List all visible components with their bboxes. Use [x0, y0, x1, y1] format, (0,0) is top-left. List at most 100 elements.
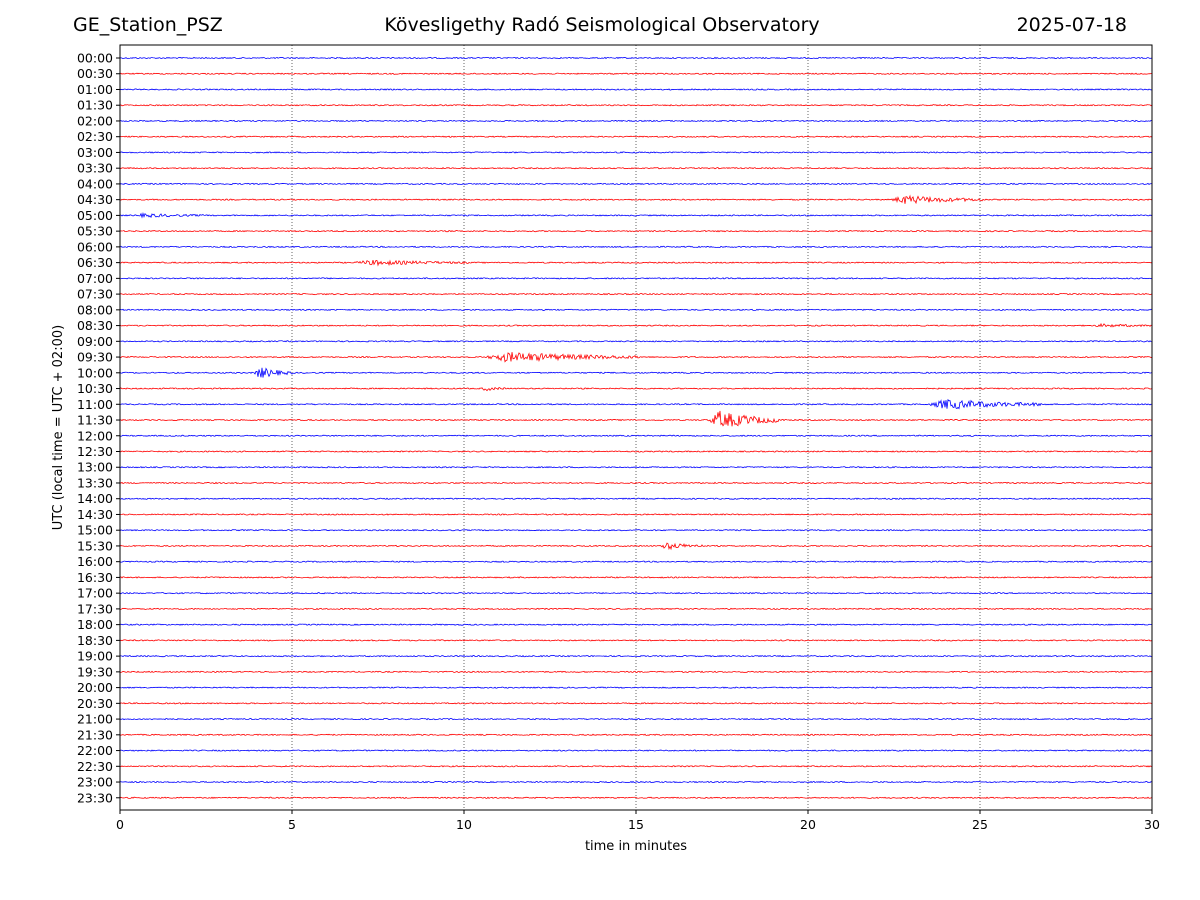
y-tick-label: 17:00 — [77, 586, 113, 601]
y-tick-label: 20:30 — [77, 696, 113, 711]
y-tick-label: 02:00 — [77, 113, 113, 128]
trace-1700 — [119, 592, 1153, 595]
y-tick-label: 13:00 — [77, 460, 113, 475]
trace-1830 — [119, 639, 1153, 642]
y-tick-label: 17:30 — [77, 601, 113, 616]
y-tick-label: 12:30 — [77, 444, 113, 459]
y-tick-label: 22:30 — [77, 759, 113, 774]
y-tick-label: 00:30 — [77, 66, 113, 81]
trace-2330 — [119, 796, 1153, 799]
trace-0030 — [119, 72, 1153, 75]
trace-0600 — [119, 245, 1153, 249]
x-tick-label: 25 — [972, 817, 988, 832]
x-tick-label: 0 — [116, 817, 124, 832]
trace-0430 — [119, 194, 1153, 205]
trace-1800 — [119, 623, 1153, 626]
y-tick-label: 12:00 — [77, 428, 113, 443]
y-tick-label: 19:30 — [77, 664, 113, 679]
y-axis-ticks: 00:0000:3001:0001:3002:0002:3003:0003:30… — [77, 51, 120, 805]
trace-1000 — [119, 367, 1153, 378]
trace-2230 — [119, 765, 1153, 768]
plot-frame — [119, 44, 1153, 811]
trace-0530 — [119, 229, 1153, 233]
trace-2130 — [119, 733, 1153, 737]
trace-2300 — [119, 780, 1153, 784]
x-tick-label: 5 — [288, 817, 296, 832]
y-tick-label: 02:30 — [77, 129, 113, 144]
y-tick-label: 09:30 — [77, 350, 113, 365]
x-tick-label: 30 — [1144, 817, 1160, 832]
y-tick-label: 01:30 — [77, 98, 113, 113]
y-tick-label: 21:30 — [77, 727, 113, 742]
trace-1600 — [119, 560, 1153, 563]
y-tick-label: 20:00 — [77, 680, 113, 695]
y-tick-label: 18:30 — [77, 633, 113, 648]
y-tick-label: 21:00 — [77, 712, 113, 727]
y-tick-label: 03:30 — [77, 161, 113, 176]
y-tick-label: 13:30 — [77, 475, 113, 490]
x-tick-label: 20 — [800, 817, 816, 832]
y-tick-label: 00:00 — [77, 51, 113, 66]
trace-0230 — [119, 135, 1153, 138]
y-tick-label: 14:30 — [77, 507, 113, 522]
trace-1400 — [119, 497, 1153, 500]
y-tick-label: 16:00 — [77, 554, 113, 569]
x-axis-label: time in minutes — [585, 839, 687, 854]
trace-1200 — [119, 434, 1153, 437]
trace-1330 — [119, 481, 1153, 485]
y-tick-label: 18:00 — [77, 617, 113, 632]
trace-0130 — [119, 104, 1153, 107]
trace-0700 — [119, 277, 1153, 280]
y-tick-label: 08:00 — [77, 302, 113, 317]
trace-0200 — [119, 119, 1153, 123]
trace-1030 — [119, 386, 1153, 392]
y-tick-label: 10:00 — [77, 365, 113, 380]
trace-2200 — [119, 749, 1153, 752]
trace-1530 — [119, 542, 1153, 551]
trace-2000 — [119, 686, 1153, 689]
y-tick-label: 09:00 — [77, 334, 113, 349]
trace-0300 — [119, 151, 1153, 154]
trace-1730 — [119, 607, 1153, 611]
trace-0830 — [119, 322, 1153, 328]
trace-0400 — [119, 182, 1153, 186]
y-tick-label: 03:00 — [77, 145, 113, 160]
trace-2100 — [119, 717, 1153, 721]
y-tick-label: 05:30 — [77, 224, 113, 239]
trace-0930 — [119, 352, 1153, 363]
trace-1230 — [119, 450, 1153, 453]
trace-0100 — [119, 88, 1153, 91]
y-tick-label: 23:30 — [77, 790, 113, 805]
station-label: GE_Station_PSZ — [73, 14, 223, 36]
y-tick-label: 04:00 — [77, 176, 113, 191]
trace-2030 — [119, 702, 1153, 705]
trace-0900 — [119, 340, 1153, 343]
y-tick-label: 01:00 — [77, 82, 113, 97]
x-axis-ticks: 0 5 10 15 20 25 30 — [116, 810, 1160, 832]
y-tick-label: 08:30 — [77, 318, 113, 333]
trace-0730 — [119, 292, 1153, 296]
y-tick-label: 19:00 — [77, 649, 113, 664]
grid-lines — [291, 45, 981, 810]
trace-1500 — [119, 529, 1153, 532]
chart-date: 2025-07-18 — [1016, 14, 1127, 36]
y-tick-label: 06:30 — [77, 255, 113, 270]
trace-1300 — [119, 466, 1153, 469]
y-tick-label: 05:00 — [77, 208, 113, 223]
y-tick-label: 14:00 — [77, 491, 113, 506]
y-tick-label: 16:30 — [77, 570, 113, 585]
seismic-traces — [119, 56, 1153, 799]
trace-1430 — [119, 513, 1153, 516]
chart-title: Kövesligethy Radó Seismological Observat… — [384, 14, 820, 36]
trace-1630 — [119, 576, 1153, 579]
trace-0500 — [119, 212, 1153, 219]
y-tick-label: 04:30 — [77, 192, 113, 207]
trace-1900 — [119, 654, 1153, 658]
y-tick-label: 07:00 — [77, 271, 113, 286]
x-tick-label: 15 — [628, 817, 644, 832]
y-tick-label: 15:30 — [77, 538, 113, 553]
trace-1100 — [119, 398, 1153, 410]
trace-0000 — [119, 56, 1153, 60]
y-tick-label: 11:00 — [77, 397, 113, 412]
